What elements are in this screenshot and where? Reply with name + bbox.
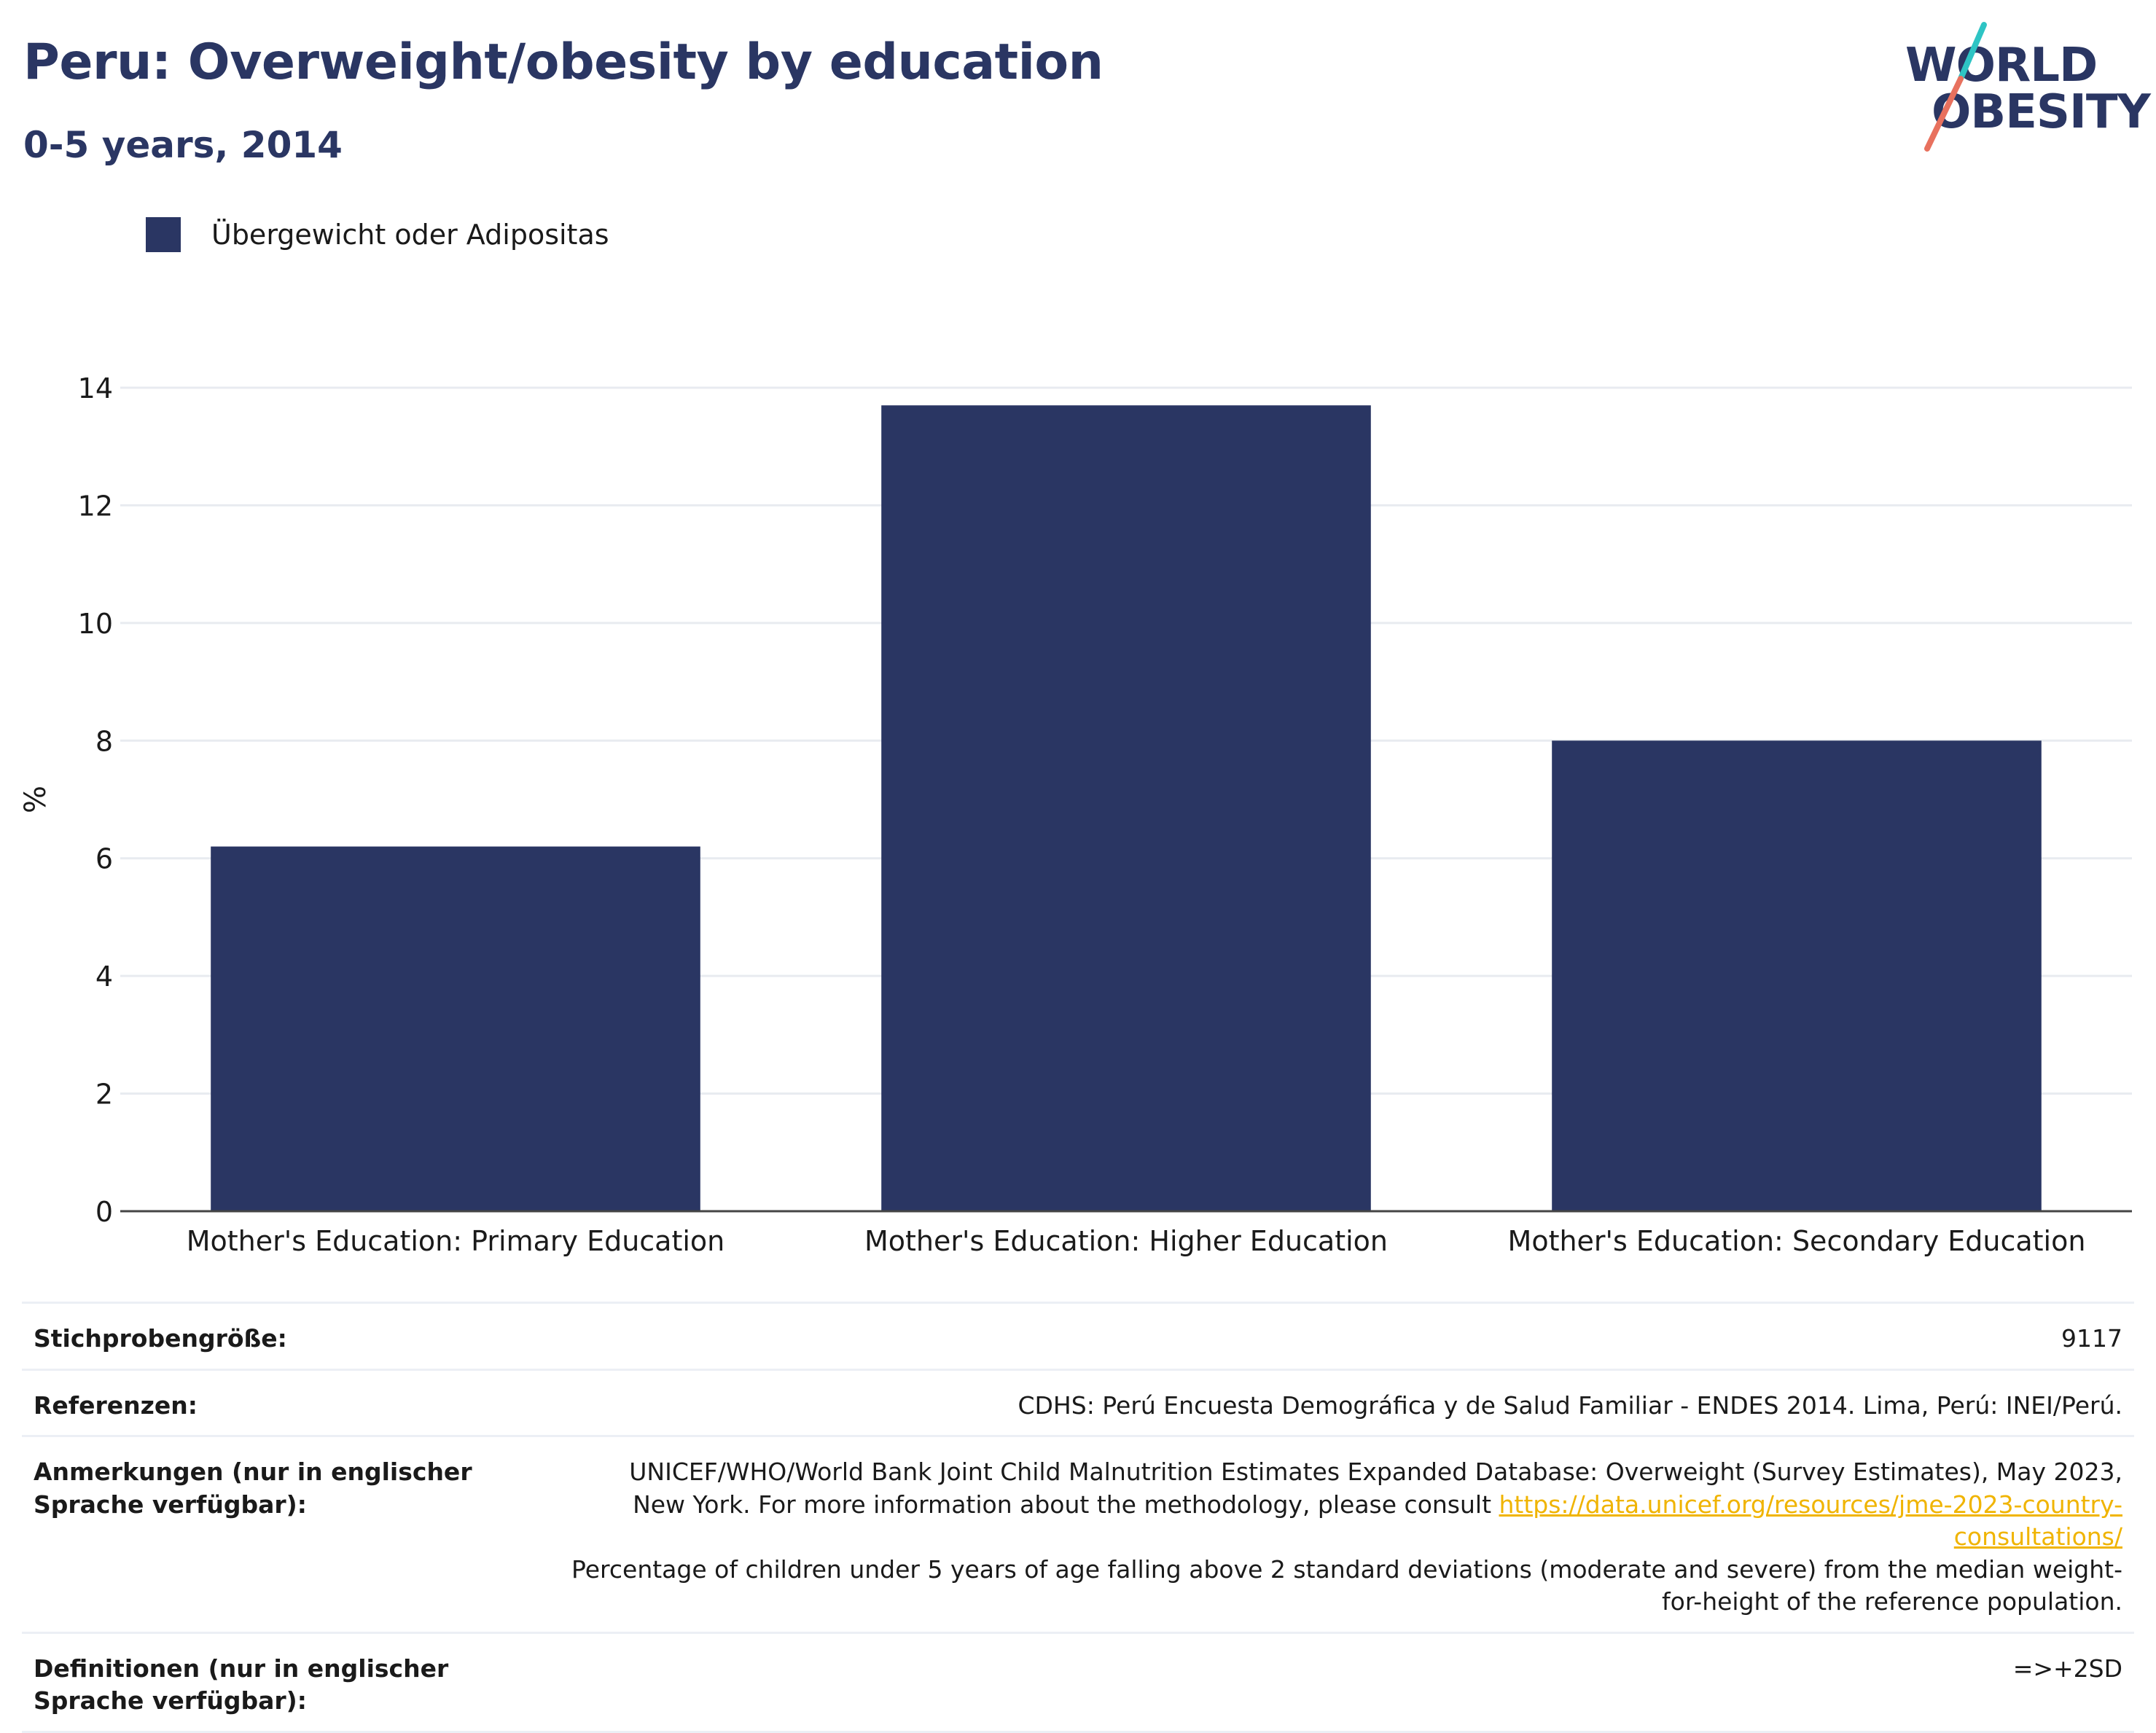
bar-chart: 0 2 4 6 8 10 12 14 Mother's Education: Primary … (19, 372, 2132, 1257)
chart-title: Peru: Overweight/obesity by education (23, 34, 1104, 91)
methodology-link[interactable]: https://data.unicef.org/resources/jme-20… (1499, 1490, 2123, 1552)
table-row-references: Referenzen: CDHS: Perú Encuesta Demográf… (22, 1368, 2134, 1436)
notes-label: Anmerkungen (nur in englischer Sprache v… (34, 1458, 472, 1519)
x-tick-labels: Mother's Education: Primary Education Mot… (187, 1225, 2086, 1257)
bar (211, 846, 700, 1211)
logo-line1: WORLD (1905, 39, 2098, 93)
logo-line2: OBESITY (1932, 85, 2151, 139)
bars (211, 405, 2042, 1211)
y-tick-label: 4 (95, 961, 113, 993)
x-tick-label: Mother's Education: Primary Education (187, 1225, 725, 1257)
notes-value: UNICEF/WHO/World Bank Joint Child Malnut… (570, 1456, 2122, 1619)
notes-text: UNICEF/WHO/World Bank Joint Child Malnut… (629, 1458, 2122, 1519)
bar (1552, 740, 2042, 1211)
definitions-value: =>+2SD (2012, 1654, 2122, 1683)
references-label: Referenzen: (34, 1390, 198, 1420)
sample-size-label: Stichprobengröße: (34, 1324, 287, 1353)
y-tick-label: 12 (78, 490, 113, 522)
table-row-notes: Anmerkungen (nur in englischer Sprache v… (22, 1435, 2134, 1632)
bar (881, 405, 1371, 1211)
definitions-label: Definitionen (nur in englischer Sprache … (34, 1654, 449, 1716)
y-tick-label: 2 (95, 1079, 113, 1111)
logo-slash-icon (1924, 22, 1987, 152)
legend-swatch (146, 217, 181, 252)
world-obesity-logo: WORLD OBESITY (1895, 20, 2151, 152)
y-tick-label: 6 (95, 843, 113, 875)
y-tick-label: 0 (95, 1196, 113, 1228)
info-table: Stichprobengröße: 9117 Referenzen: CDHS:… (22, 1302, 2134, 1733)
y-tick-labels: 0 2 4 6 8 10 12 14 (78, 372, 113, 1228)
y-tick-label: 8 (95, 725, 113, 757)
references-value: CDHS: Perú Encuesta Demográfica y de Sal… (1018, 1390, 2122, 1420)
chart-subtitle: 0-5 years, 2014 (23, 124, 343, 166)
notes-definition-text: Percentage of children under 5 years of … (571, 1554, 2122, 1616)
x-tick-label: Mother's Education: Higher Education (864, 1225, 1388, 1257)
y-axis-label: % (19, 786, 52, 813)
table-row-definitions: Definitionen (nur in englischer Sprache … (22, 1631, 2134, 1733)
legend-label: Übergewicht oder Adipositas (211, 219, 609, 251)
x-tick-label: Mother's Education: Secondary Education (1508, 1225, 2086, 1257)
y-tick-label: 10 (78, 608, 113, 640)
table-row-sample-size: Stichprobengröße: 9117 (22, 1302, 2134, 1369)
legend: Übergewicht oder Adipositas (146, 217, 609, 252)
y-tick-label: 14 (78, 372, 113, 404)
sample-size-value: 9117 (2061, 1324, 2122, 1353)
